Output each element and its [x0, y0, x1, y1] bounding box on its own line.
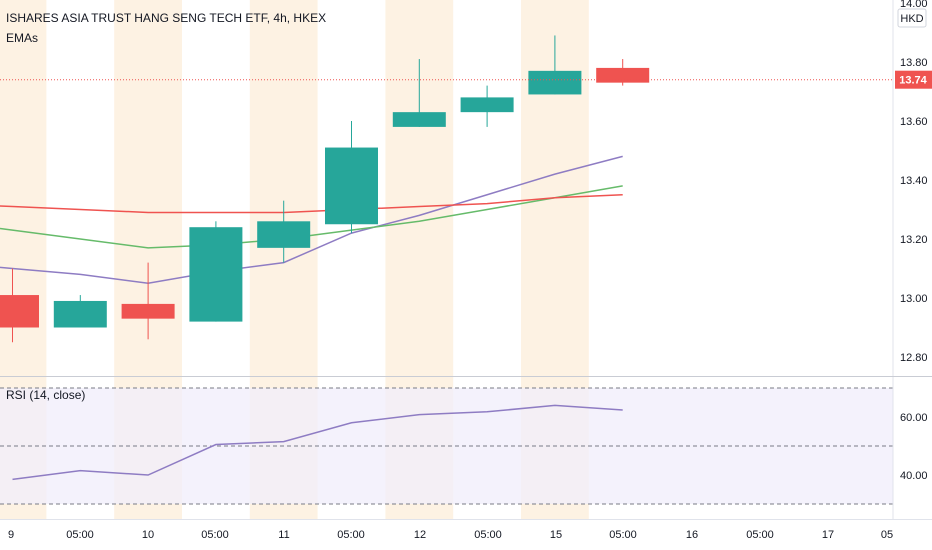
candle[interactable] — [392, 59, 446, 127]
rsi-line — [12, 404, 623, 481]
price-tick-label: 13.80 — [900, 57, 928, 69]
rsi-tick-label: 40.00 — [900, 470, 928, 482]
candle[interactable] — [121, 262, 175, 340]
candle-body — [325, 147, 378, 225]
time-tick-label: 05:00 — [746, 529, 774, 541]
last-price-badge — [895, 70, 932, 89]
time-tick-label: 17 — [822, 529, 834, 541]
rsi-axis[interactable]: 40.00 60.00 — [900, 412, 928, 482]
currency-box[interactable] — [897, 8, 927, 28]
time-tick-label: 05:00 — [609, 529, 637, 541]
time-tick-label: 9 — [8, 529, 14, 541]
candles[interactable] — [0, 35, 650, 343]
time-axis[interactable]: 9 05:00 10 05:00 11 05:00 12 05:00 15 05:00 16 05:0… — [8, 529, 893, 541]
candle-body — [596, 67, 650, 83]
price-tick-label: 14.00 — [900, 0, 928, 10]
rsi-title[interactable]: RSI (14, close) — [6, 388, 85, 402]
indicator-label[interactable]: EMAs — [6, 31, 38, 45]
time-tick-label: 05:00 — [201, 529, 229, 541]
time-tick-label: 10 — [142, 529, 154, 541]
last-price-label: 13.74 — [899, 75, 927, 87]
candle-body — [121, 303, 175, 319]
rsi-panel — [0, 387, 893, 505]
time-tick-label: 15 — [550, 529, 562, 541]
candle-body — [0, 295, 39, 328]
candle[interactable] — [596, 59, 650, 86]
time-tick-label: 05 — [881, 529, 893, 541]
price-tick-label: 13.00 — [900, 293, 928, 305]
candle-body — [257, 221, 311, 248]
symbol-title[interactable]: ISHARES ASIA TRUST HANG SENG TECH ETF, 4… — [6, 11, 326, 25]
time-tick-label: 12 — [414, 529, 426, 541]
candle-body — [189, 227, 243, 322]
price-tick-label: 13.60 — [900, 116, 928, 128]
price-tick-label: 13.20 — [900, 234, 928, 246]
candle[interactable] — [460, 85, 514, 127]
price-axis[interactable]: 12.80 13.00 13.20 13.40 13.60 13.80 14.00 — [900, 0, 928, 364]
time-tick-label: 05:00 — [66, 529, 94, 541]
time-tick-label: 16 — [686, 529, 698, 541]
candle-body — [460, 97, 514, 113]
rsi-tick-label: 60.00 — [900, 412, 928, 424]
candle[interactable] — [257, 200, 311, 263]
candle[interactable] — [189, 221, 243, 322]
candle[interactable] — [528, 35, 582, 95]
candle-body — [53, 300, 107, 328]
currency-label: HKD — [900, 13, 923, 25]
price-tick-label: 12.80 — [900, 352, 928, 364]
candle-body — [392, 112, 446, 127]
time-tick-label: 05:00 — [474, 529, 502, 541]
price-tick-label: 13.40 — [900, 175, 928, 187]
candle-body — [528, 70, 582, 95]
candle[interactable] — [0, 268, 39, 343]
candle[interactable] — [325, 121, 378, 234]
time-tick-label: 11 — [278, 529, 289, 541]
time-tick-label: 05:00 — [337, 529, 365, 541]
candle[interactable] — [53, 295, 107, 328]
